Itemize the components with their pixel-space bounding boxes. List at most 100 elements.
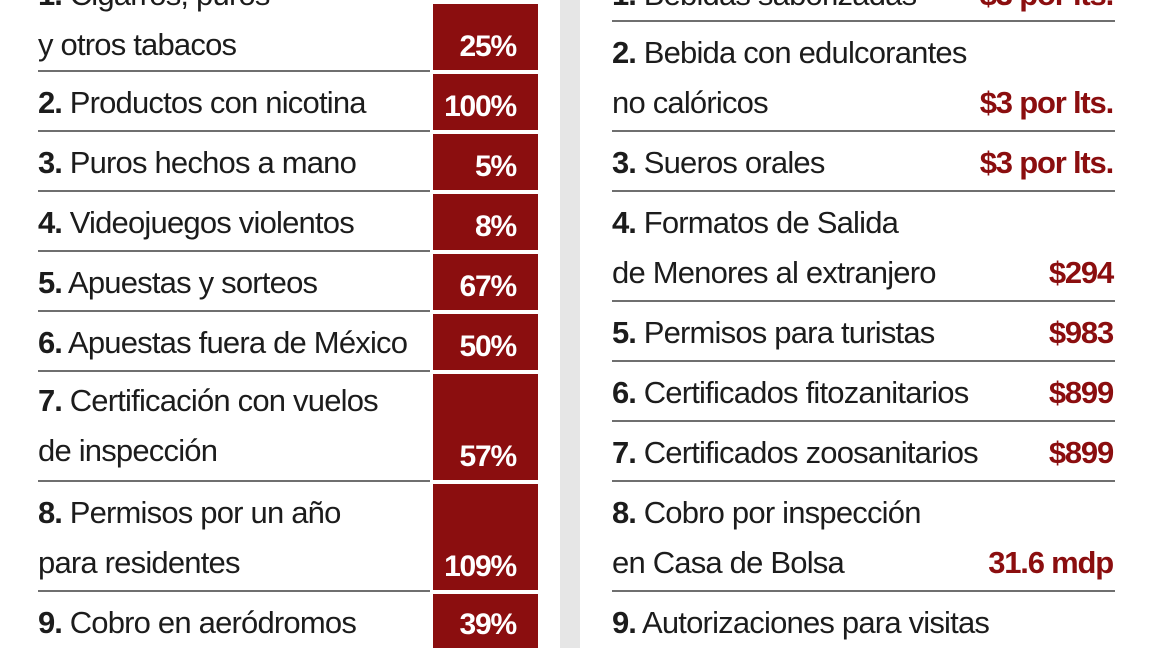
list-item: 4. Formatos de Salida de Menores al extr…	[612, 194, 1115, 302]
item-text: 2. Bebida con edulcorantes no calóricos	[612, 28, 967, 128]
item-text: 6. Apuestas fuera de México	[38, 318, 408, 368]
value: $3 por lts.	[979, 85, 1114, 120]
item-label: Cigarros, puros	[70, 0, 271, 12]
tax-increase-list: 1. Cigarros, puros y otros tabacos 25% 2…	[38, 0, 538, 648]
item-label: Productos con nicotina	[69, 85, 367, 120]
row-divider	[38, 370, 430, 372]
list-item: 8. Cobro por inspección en Casa de Bolsa…	[612, 484, 1115, 592]
row-divider	[612, 360, 1115, 362]
value-badge: 8%	[433, 194, 538, 250]
value: $294	[1048, 255, 1114, 290]
value: 5%	[475, 150, 517, 183]
item-number: 8.	[38, 495, 63, 530]
list-item: 2. Productos con nicotina 100%	[38, 74, 538, 132]
item-number: 9.	[38, 605, 63, 640]
list-item: 5. Apuestas y sorteos 67%	[38, 254, 538, 312]
list-item: 3. Sueros orales $3 por lts.	[612, 134, 1115, 192]
item-label: Bebida con edulcorantes	[643, 35, 968, 70]
value: $899	[1048, 375, 1114, 410]
item-label: Bebidas saborizadas	[644, 0, 917, 12]
item-label: Certificados fitozanitarios	[643, 375, 970, 410]
row-divider	[38, 310, 430, 312]
item-text: 4. Videojuegos violentos	[38, 198, 355, 248]
list-item: 6. Certificados fitozanitarios $899	[612, 364, 1115, 422]
list-item: 1. Bebidas saborizadas $3 por lts.	[612, 0, 1115, 22]
item-number: 5.	[612, 315, 637, 350]
item-label: Cobro en aeródromos	[69, 605, 357, 640]
row-divider	[38, 590, 430, 592]
item-text: 1. Cigarros, puros y otros tabacos	[38, 0, 270, 70]
item-label-2: y otros tabacos	[38, 27, 237, 62]
value: $899	[1048, 435, 1114, 470]
item-number: 2.	[612, 35, 637, 70]
item-number: 9.	[612, 605, 637, 640]
row-divider	[612, 190, 1115, 192]
item-text: 9. Cobro en aeródromos	[38, 598, 357, 648]
item-label: Cobro por inspección	[643, 495, 922, 530]
value-badge: 5%	[433, 134, 538, 190]
item-number: 3.	[38, 145, 63, 180]
row-divider	[612, 420, 1115, 422]
value-badge: 109%	[433, 484, 538, 590]
item-text: 2. Productos con nicotina	[38, 78, 367, 128]
item-text: 1. Bebidas saborizadas	[612, 0, 917, 20]
item-text: 5. Permisos para turistas	[612, 308, 936, 358]
list-item: 1. Cigarros, puros y otros tabacos 25%	[38, 0, 538, 72]
item-text: 8. Permisos por un año para residentes	[38, 488, 341, 588]
item-label: Formatos de Salida	[643, 205, 899, 240]
row-divider	[38, 70, 430, 72]
item-label: Puros hechos a mano	[69, 145, 357, 180]
value: 100%	[444, 90, 517, 123]
row-divider	[612, 130, 1115, 132]
value-badge: 100%	[433, 74, 538, 130]
value: 31.6 mdp	[988, 545, 1114, 580]
item-number: 6.	[38, 325, 63, 360]
value: $3 por lts.	[980, 0, 1114, 20]
row-divider	[612, 20, 1115, 22]
item-text: 6. Certificados fitozanitarios	[612, 368, 970, 418]
item-label-2: no calóricos	[612, 85, 769, 120]
item-text: 4. Formatos de Salida de Menores al extr…	[612, 198, 937, 298]
item-label: Certificados zoosanitarios	[643, 435, 979, 470]
item-number: 4.	[38, 205, 63, 240]
item-label: Autorizaciones para visitas	[641, 605, 990, 640]
list-item: 7. Certificados zoosanitarios $899	[612, 424, 1115, 482]
list-item: 9. Cobro en aeródromos 39%	[38, 594, 538, 648]
row-divider	[612, 480, 1115, 482]
value: $3 por lts.	[979, 145, 1114, 180]
item-label: Certificación con vuelos	[69, 383, 379, 418]
value-badge: 25%	[433, 4, 538, 70]
value: $983	[1048, 315, 1114, 350]
value: 67%	[459, 270, 518, 303]
item-text: 7. Certificación con vuelos de inspecció…	[38, 376, 379, 476]
item-label-2: de Menores al extranjero	[612, 255, 937, 290]
row-divider	[38, 130, 430, 132]
list-item: 6. Apuestas fuera de México 50%	[38, 314, 538, 372]
value: 8%	[475, 210, 517, 243]
item-label: Permisos para turistas	[643, 315, 936, 350]
item-number: 1.	[612, 0, 637, 12]
row-divider	[612, 300, 1115, 302]
item-number: 4.	[612, 205, 637, 240]
list-item: 2. Bebida con edulcorantes no calóricos …	[612, 24, 1115, 132]
value: 39%	[459, 608, 518, 641]
list-item: 7. Certificación con vuelos de inspecció…	[38, 374, 538, 482]
item-label-2: para residentes	[38, 545, 240, 580]
item-number: 7.	[612, 435, 637, 470]
item-number: 7.	[38, 383, 63, 418]
row-divider	[38, 480, 430, 482]
fee-list: 1. Bebidas saborizadas $3 por lts. 2. Be…	[612, 0, 1115, 648]
list-item: 9. Autorizaciones para visitas	[612, 594, 1115, 648]
list-item: 5. Permisos para turistas $983	[612, 304, 1115, 362]
row-divider	[612, 590, 1115, 592]
value-badge: 50%	[433, 314, 538, 370]
item-label-2: en Casa de Bolsa	[612, 545, 845, 580]
list-item: 3. Puros hechos a mano 5%	[38, 134, 538, 192]
column-divider	[560, 0, 580, 648]
item-text: 3. Puros hechos a mano	[38, 138, 357, 188]
item-number: 3.	[612, 145, 637, 180]
list-item: 8. Permisos por un año para residentes 1…	[38, 484, 538, 592]
value: 25%	[459, 30, 518, 63]
item-text: 3. Sueros orales	[612, 138, 825, 188]
item-text: 7. Certificados zoosanitarios	[612, 428, 979, 478]
